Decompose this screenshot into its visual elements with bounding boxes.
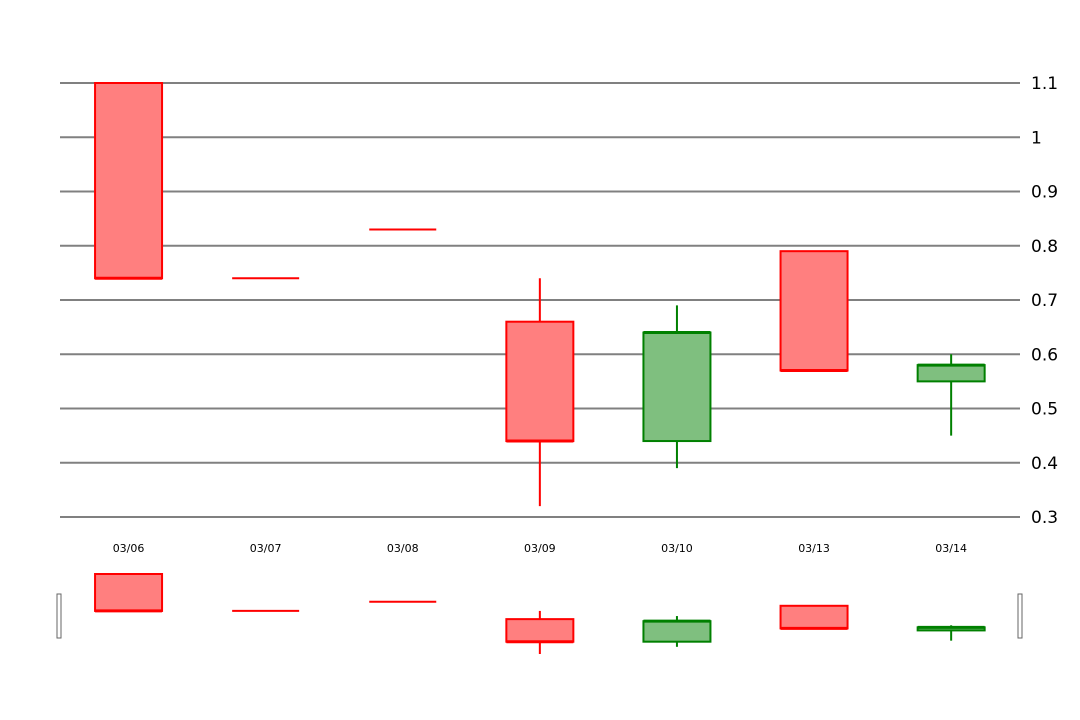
main-candle[interactable] <box>642 305 712 469</box>
y-tick-label: 1 <box>1031 128 1042 148</box>
main-candle[interactable] <box>94 82 164 280</box>
navigator-body <box>505 618 575 643</box>
x-tick-label: 03/13 <box>798 542 830 555</box>
navigator-candle[interactable] <box>779 604 849 630</box>
y-tick-label: 0.3 <box>1031 508 1058 528</box>
navigator-left-handle[interactable] <box>56 593 62 639</box>
y-tick-label: 0.7 <box>1031 291 1058 311</box>
main-body <box>94 82 164 280</box>
navigator-body <box>94 573 164 612</box>
x-tick-label: 03/14 <box>935 542 967 555</box>
main-body <box>505 320 575 443</box>
main-candle[interactable] <box>779 250 849 373</box>
x-tick-label: 03/08 <box>387 542 419 555</box>
x-tick-label: 03/10 <box>661 542 693 555</box>
main-candle[interactable] <box>916 354 986 436</box>
main-body <box>779 250 849 372</box>
navigator-candles <box>94 573 986 654</box>
y-tick-label: 1.1 <box>1031 74 1058 94</box>
y-tick-label: 0.6 <box>1031 345 1058 365</box>
navigator-body <box>779 604 849 630</box>
y-tick-label: 0.8 <box>1031 237 1058 257</box>
navigator-body <box>642 620 712 643</box>
range-navigator[interactable] <box>56 573 1023 654</box>
navigator-candle[interactable] <box>505 610 575 654</box>
y-tick-label: 0.5 <box>1031 400 1058 420</box>
y-axis-ticks: 0.3 0.4 0.5 0.6 0.7 0.8 0.9 1 1.1 <box>1031 74 1058 528</box>
y-tick-label: 0.9 <box>1031 183 1058 203</box>
main-candle[interactable] <box>505 278 575 507</box>
navigator-candle[interactable] <box>642 616 712 647</box>
main-body <box>916 364 986 383</box>
x-tick-label: 03/06 <box>113 542 145 555</box>
y-tick-label: 0.4 <box>1031 454 1058 474</box>
x-tick-label: 03/09 <box>524 542 556 555</box>
main-body <box>642 331 712 443</box>
navigator-candle[interactable] <box>916 625 986 641</box>
navigator-candle[interactable] <box>94 573 164 613</box>
navigator-right-handle[interactable] <box>1017 593 1023 639</box>
x-axis-ticks: 03/06 03/07 03/08 03/09 03/10 03/13 03/14 <box>113 542 967 555</box>
candles-layer <box>94 82 986 507</box>
x-tick-label: 03/07 <box>250 542 282 555</box>
